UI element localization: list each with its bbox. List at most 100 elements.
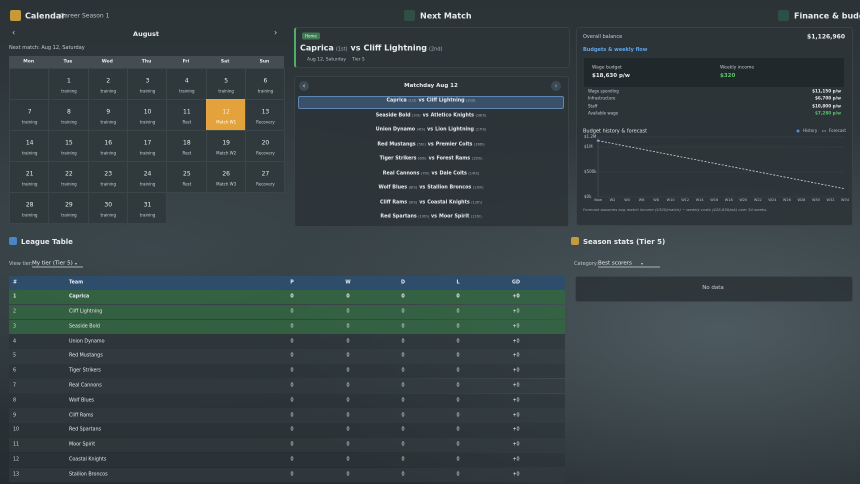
table-cell: 0 bbox=[401, 383, 405, 389]
day-label: training bbox=[21, 181, 38, 187]
x-tick-label: W10 bbox=[667, 198, 675, 202]
next-match-panel bbox=[294, 27, 570, 68]
y-tick-label: $1M bbox=[584, 144, 593, 149]
day-label: Match W1 bbox=[216, 119, 237, 125]
prev-month[interactable]: ‹ bbox=[12, 28, 16, 37]
fixture[interactable]: Cliff Rams (9th) vs Coastal Knights (12th) bbox=[380, 200, 482, 205]
fixture[interactable]: Real Cannons (7th) vs Dale Colts (14th) bbox=[383, 171, 479, 176]
table-row[interactable] bbox=[9, 452, 565, 468]
table-row[interactable] bbox=[9, 319, 565, 334]
fixture[interactable]: Tiger Strikers (6th) vs Forest Rams (15th) bbox=[380, 157, 483, 162]
fixture-home-pos: (7th) bbox=[420, 171, 430, 175]
day-number: 2 bbox=[106, 77, 111, 85]
day-label: training bbox=[21, 150, 38, 156]
day-number: 31 bbox=[143, 201, 152, 209]
category-select[interactable]: Best scorers bbox=[598, 261, 660, 268]
prev-matchday[interactable]: ‹ bbox=[299, 81, 309, 91]
fixture[interactable]: Wolf Blues (8th) vs Stallion Broncos (13th) bbox=[378, 186, 483, 191]
table-row[interactable] bbox=[9, 438, 565, 453]
day-label: training bbox=[21, 119, 38, 125]
day-label: training bbox=[139, 119, 156, 125]
day-number: 24 bbox=[143, 170, 152, 178]
fixture-vs: vs bbox=[418, 98, 425, 104]
day-number: 18 bbox=[183, 139, 191, 147]
table-cell: 0 bbox=[346, 294, 350, 300]
day-number: 19 bbox=[222, 139, 230, 147]
table-row[interactable] bbox=[9, 467, 565, 482]
day-cell[interactable]: 20 Recovery bbox=[244, 130, 286, 163]
table-cell: 0 bbox=[346, 427, 350, 433]
table-row[interactable] bbox=[9, 334, 565, 349]
table-row[interactable] bbox=[9, 378, 565, 394]
day-number: 27 bbox=[261, 170, 270, 178]
table-row[interactable] bbox=[9, 364, 565, 379]
fixture-away-pos: (18th) bbox=[475, 113, 487, 117]
table-row[interactable] bbox=[9, 393, 565, 408]
fixture[interactable]: Union Dynamo (4th) vs Lion Lightning (17th) bbox=[376, 128, 487, 133]
day-cell[interactable]: 26 Match W3 bbox=[205, 161, 246, 194]
finance-row-value: $11,150 p/w bbox=[812, 88, 841, 94]
next-month[interactable]: › bbox=[274, 28, 278, 37]
view-label: View tier: bbox=[9, 261, 33, 267]
home-pos: (1st) bbox=[335, 46, 348, 53]
legend-label: History bbox=[803, 128, 818, 133]
day-cell[interactable]: 5 training bbox=[205, 68, 246, 101]
fixture-home: Red Spartans bbox=[380, 214, 417, 220]
table-row[interactable] bbox=[9, 290, 565, 305]
wage-box bbox=[584, 58, 844, 87]
column-header: GD bbox=[512, 280, 520, 286]
table-cell: 0 bbox=[401, 339, 405, 345]
finance-row-value: $10,800 p/w bbox=[812, 103, 841, 109]
day-cell[interactable]: 19 Match W2 bbox=[205, 130, 246, 163]
day-label: training bbox=[100, 88, 116, 94]
day-cell[interactable]: 17 training bbox=[126, 130, 168, 163]
table-cell: 0 bbox=[401, 427, 405, 433]
table-cell: 0 bbox=[401, 309, 405, 315]
table-cell: Union Dynamo bbox=[69, 339, 105, 345]
day-label: training bbox=[100, 119, 116, 125]
finance-icon bbox=[778, 10, 789, 21]
x-tick-label: W4 bbox=[624, 198, 630, 202]
day-label: Rest bbox=[182, 181, 192, 187]
day-cell[interactable]: 16 training bbox=[87, 130, 129, 163]
day-cell[interactable]: 3 training bbox=[126, 68, 168, 101]
day-number: 3 bbox=[145, 77, 150, 85]
fixture-home: Seaside Bold bbox=[375, 113, 411, 118]
fixture[interactable]: Caprica (1st) vs Cliff Lightning (2nd) bbox=[387, 99, 476, 104]
table-row[interactable] bbox=[9, 408, 565, 423]
day-cell[interactable]: 31 training bbox=[126, 192, 168, 225]
day-cell[interactable]: 4 training bbox=[166, 68, 207, 101]
table-cell: 0 bbox=[290, 457, 294, 463]
day-number: 8 bbox=[67, 108, 71, 116]
flow-link[interactable]: Budgets & weekly flow bbox=[583, 47, 648, 53]
fixture-away: Stallion Broncos bbox=[427, 185, 472, 191]
x-tick-label: Now bbox=[594, 198, 602, 202]
table-cell: +0 bbox=[512, 413, 520, 419]
day-cell[interactable]: 8 training bbox=[48, 99, 89, 132]
fixture[interactable]: Red Spartans (10th) vs Moor Spirit (11th) bbox=[380, 215, 481, 220]
league-title: League Table bbox=[21, 238, 73, 246]
fixture-away: Cliff Lightning bbox=[426, 98, 465, 104]
day-cell[interactable]: 27 Recovery bbox=[244, 161, 286, 194]
fixture-away-pos: (12th) bbox=[471, 200, 483, 204]
table-cell: 0 bbox=[401, 324, 405, 330]
vs: vs bbox=[350, 43, 361, 53]
table-cell: 0 bbox=[401, 368, 405, 374]
fixture-home-pos: (10th) bbox=[418, 214, 430, 219]
day-label: training bbox=[139, 181, 156, 187]
fixture[interactable]: Red Mustangs (5th) vs Premier Colts (16th) bbox=[377, 142, 484, 147]
view-select[interactable]: My tier (Tier 5) bbox=[32, 261, 83, 268]
table-row[interactable] bbox=[9, 304, 565, 320]
day-cell[interactable]: 25 Rest bbox=[166, 161, 207, 194]
table-row[interactable] bbox=[9, 349, 565, 364]
day-label: training bbox=[61, 88, 77, 94]
fixture[interactable]: Seaside Bold (3rd) vs Atletico Knights (18th… bbox=[376, 113, 487, 118]
table-row[interactable] bbox=[9, 423, 565, 438]
next-matchday[interactable]: › bbox=[551, 81, 561, 91]
day-cell[interactable]: 30 training bbox=[87, 192, 129, 225]
x-tick-label: W14 bbox=[696, 198, 705, 202]
table-cell: 0 bbox=[456, 339, 460, 345]
day-cell[interactable]: 12 Match W1 bbox=[205, 99, 246, 132]
table-cell: 0 bbox=[290, 383, 294, 389]
weekday: Thu bbox=[141, 59, 152, 65]
